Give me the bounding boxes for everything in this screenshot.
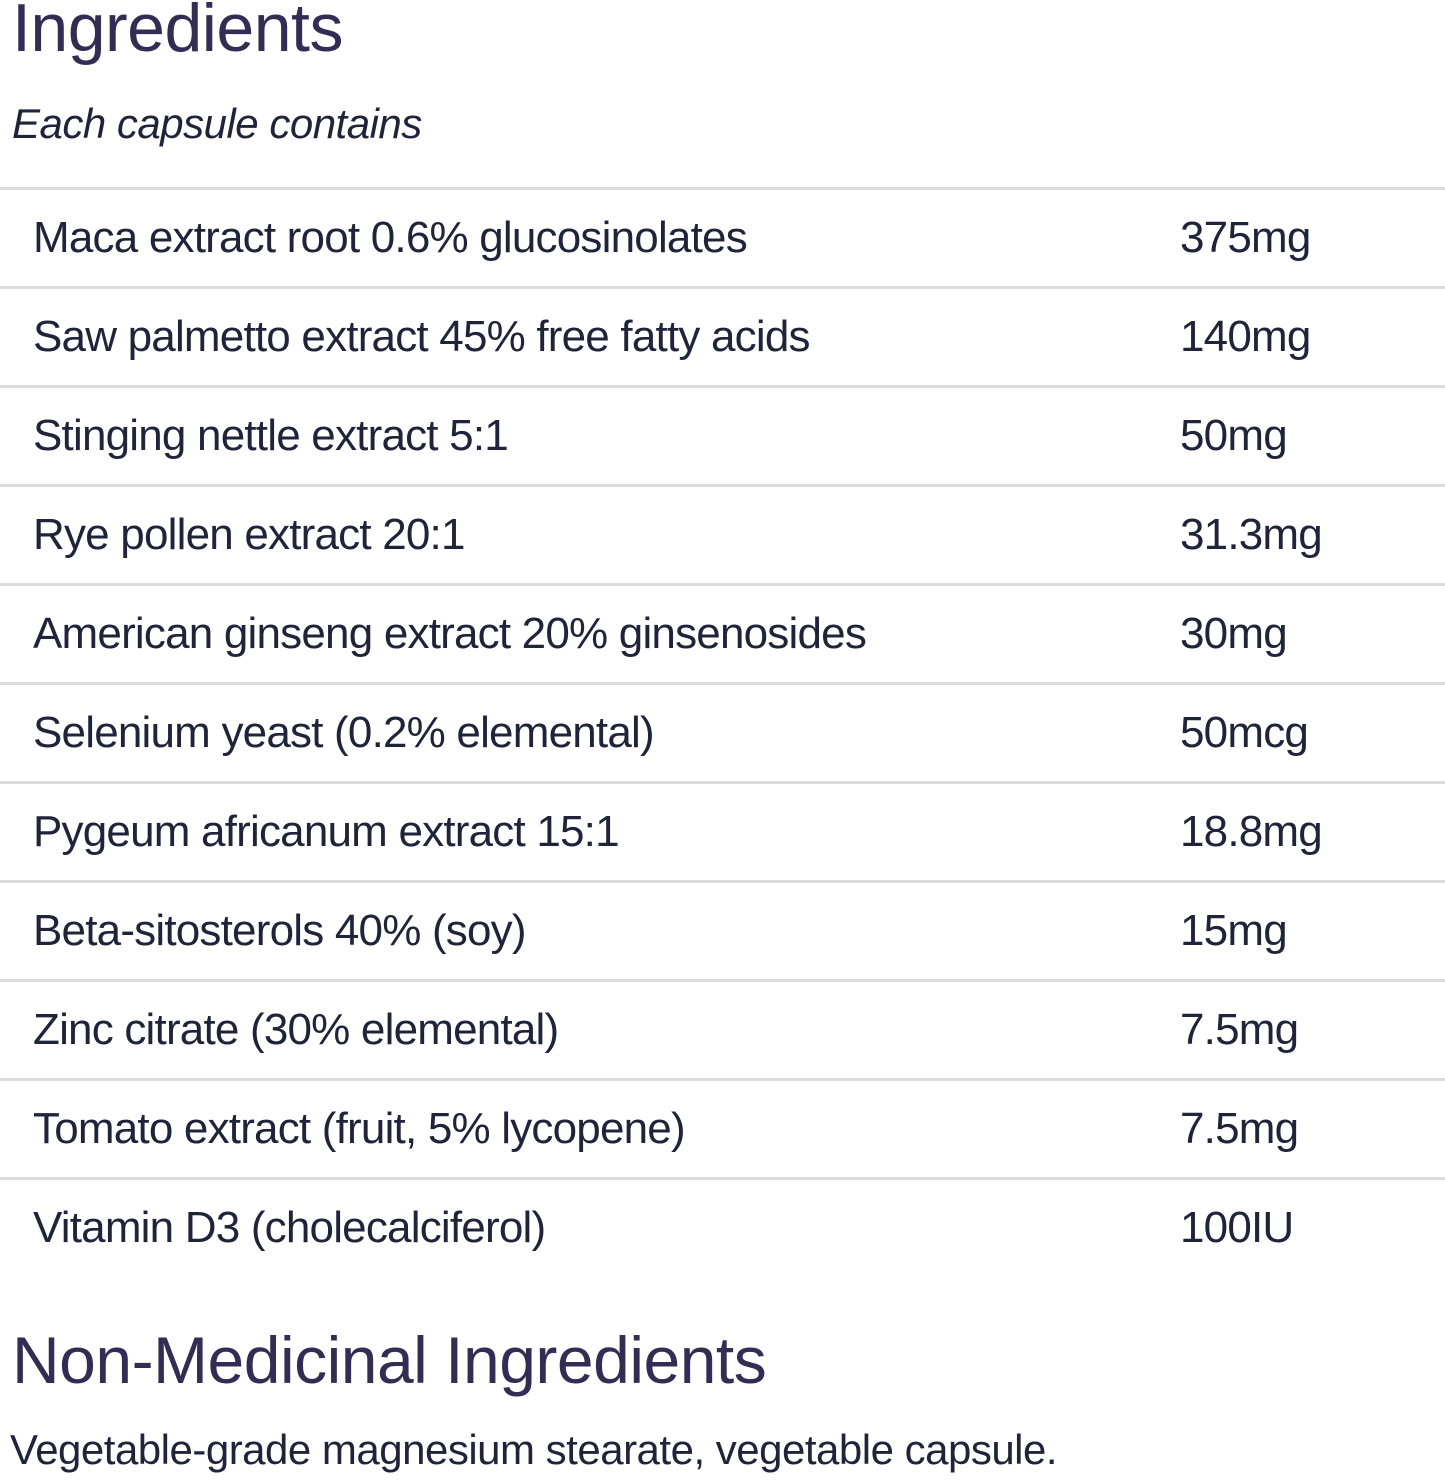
ingredient-name: Beta-sitosterols 40% (soy) (33, 906, 527, 955)
ingredient-amount: 7.5mg (1180, 1005, 1299, 1054)
ingredient-name: Stinging nettle extract 5:1 (33, 411, 509, 460)
ingredient-name: Tomato extract (fruit, 5% lycopene) (33, 1104, 686, 1153)
ingredient-name: Zinc citrate (30% elemental) (33, 1005, 559, 1054)
ingredient-amount: 375mg (1180, 213, 1311, 262)
ingredient-row: American ginseng extract 20% ginsenoside… (0, 583, 1445, 682)
ingredient-name: American ginseng extract 20% ginsenoside… (33, 609, 867, 658)
ingredient-amount: 7.5mg (1180, 1104, 1299, 1153)
each-capsule-contains-subtitle: Each capsule contains (12, 100, 422, 147)
ingredient-amount: 18.8mg (1180, 807, 1323, 856)
ingredient-amount: 140mg (1180, 312, 1311, 361)
ingredients-table: Maca extract root 0.6% glucosinolates 37… (0, 187, 1445, 1276)
ingredient-name: Maca extract root 0.6% glucosinolates (33, 213, 748, 262)
ingredient-name: Selenium yeast (0.2% elemental) (33, 708, 655, 757)
non-medicinal-ingredients-heading: Non-Medicinal Ingredients (12, 1323, 767, 1397)
ingredient-name: Vitamin D3 (cholecalciferol) (33, 1203, 546, 1252)
ingredient-row: Stinging nettle extract 5:1 50mg (0, 385, 1445, 484)
ingredient-amount: 15mg (1180, 906, 1288, 955)
non-medicinal-ingredients-text: Vegetable-grade magnesium stearate, vege… (10, 1426, 1058, 1473)
ingredient-row: Rye pollen extract 20:1 31.3mg (0, 484, 1445, 583)
ingredient-amount: 100IU (1180, 1203, 1294, 1252)
ingredient-amount: 30mg (1180, 609, 1288, 658)
ingredient-name: Rye pollen extract 20:1 (33, 510, 465, 559)
ingredient-row: Maca extract root 0.6% glucosinolates 37… (0, 187, 1445, 286)
ingredient-amount: 31.3mg (1180, 510, 1323, 559)
ingredient-row: Zinc citrate (30% elemental) 7.5mg (0, 979, 1445, 1078)
ingredient-row: Saw palmetto extract 45% free fatty acid… (0, 286, 1445, 385)
ingredient-amount: 50mg (1180, 411, 1288, 460)
ingredient-row: Tomato extract (fruit, 5% lycopene) 7.5m… (0, 1078, 1445, 1177)
ingredient-row: Pygeum africanum extract 15:1 18.8mg (0, 781, 1445, 880)
ingredients-heading: Ingredients (12, 0, 343, 66)
ingredient-row: Beta-sitosterols 40% (soy) 15mg (0, 880, 1445, 979)
ingredient-row: Selenium yeast (0.2% elemental) 50mcg (0, 682, 1445, 781)
ingredient-name: Saw palmetto extract 45% free fatty acid… (33, 312, 811, 361)
ingredient-amount: 50mcg (1180, 708, 1309, 757)
ingredient-name: Pygeum africanum extract 15:1 (33, 807, 620, 856)
ingredient-row: Vitamin D3 (cholecalciferol) 100IU (0, 1177, 1445, 1276)
